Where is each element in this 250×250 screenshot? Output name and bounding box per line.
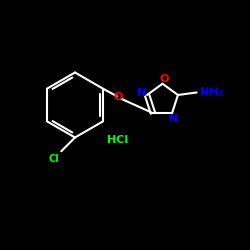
Text: HCl: HCl bbox=[108, 135, 128, 145]
Text: N: N bbox=[169, 114, 178, 124]
Text: N: N bbox=[138, 88, 147, 98]
Text: O: O bbox=[160, 74, 169, 84]
Text: O: O bbox=[114, 92, 123, 102]
Text: NH₂: NH₂ bbox=[200, 88, 224, 98]
Text: Cl: Cl bbox=[48, 154, 59, 164]
